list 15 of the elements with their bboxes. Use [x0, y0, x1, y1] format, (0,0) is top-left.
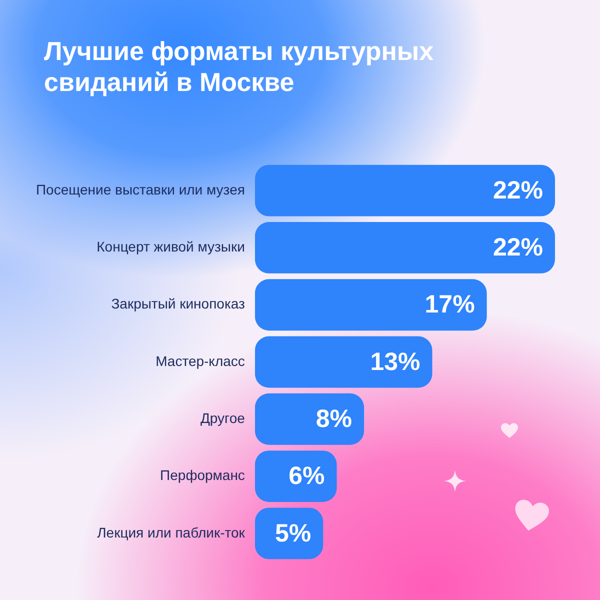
data-label: 5%: [274, 519, 312, 548]
data-label: 13%: [370, 348, 420, 376]
chart-title: Лучшие форматы культурных свиданий в Москве: [44, 36, 435, 98]
data-label: 22%: [492, 234, 543, 262]
y-tick-label: Мастер-класс: [156, 352, 245, 369]
data-label: 22%: [492, 176, 543, 204]
data-label: 17%: [424, 290, 475, 319]
y-tick-label: Другое: [200, 410, 246, 426]
y-tick-label: Закрытый кинопоказ: [111, 296, 245, 312]
data-label: 6%: [288, 462, 325, 490]
y-tick-label: Перформанс: [160, 467, 245, 484]
y-tick-label: Посещение выставки или музея: [36, 181, 245, 198]
y-tick-label: Концерт живой музыки: [96, 238, 245, 255]
data-label: 8%: [316, 405, 352, 434]
y-tick-label: Лекция или паблик-ток: [97, 524, 246, 540]
